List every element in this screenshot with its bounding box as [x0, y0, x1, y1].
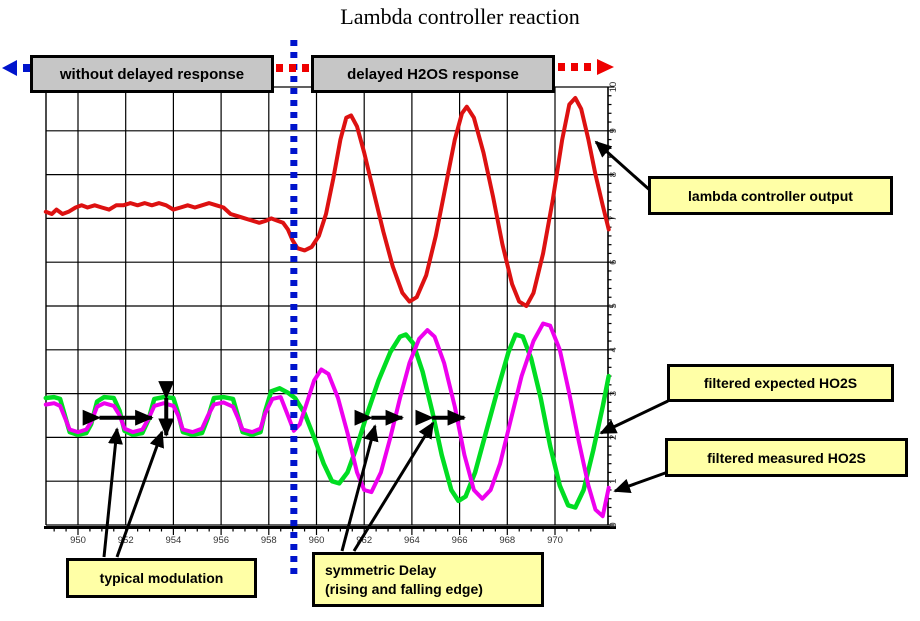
pointer-to-delay-rising — [340, 424, 379, 552]
pointer-to-modulation-1 — [102, 427, 123, 558]
x-tick-label-970: 970 — [547, 535, 563, 546]
y-tick-label-10: 10 — [608, 82, 619, 93]
left-arrow-head-icon — [2, 60, 17, 76]
x-tick-label-960: 960 — [309, 535, 325, 546]
callout-lambda-controller-output: lambda controller output — [648, 176, 893, 215]
banner-delayed-h2os-response-label: delayed H2OS response — [347, 65, 519, 83]
pointer-to-delay-falling — [352, 421, 435, 552]
y-tick-label-4: 4 — [608, 347, 619, 352]
callout-filtered-measured-ho2s: filtered measured HO2S — [665, 438, 908, 477]
phase-divider-line — [2, 40, 614, 574]
x-tick-label-962: 962 — [356, 535, 372, 546]
chart-title: Lambda controller reaction — [340, 4, 580, 29]
annotation-arrows — [82, 140, 669, 558]
callout-lambda-controller-output-label: lambda controller output — [688, 187, 853, 204]
callout-filtered-expected-ho2s-label: filtered expected HO2S — [703, 375, 858, 391]
banner-without-delayed-response-label: without delayed response — [59, 65, 245, 83]
y-tick-label-2: 2 — [608, 435, 619, 440]
right-arrow-head-icon — [597, 59, 614, 75]
callout-filtered-measured-ho2s-label: filtered measured HO2S — [707, 449, 866, 466]
x-tick-label-954: 954 — [165, 535, 181, 546]
callout-symmetric-delay-line2: (rising and falling edge) — [325, 580, 483, 597]
y-tick-label-5: 5 — [608, 303, 619, 308]
banner-without-delayed-response: without delayed response — [30, 55, 274, 93]
series-line-filtered-measured-HO2S — [43, 321, 611, 519]
callout-typical-modulation-label: typical modulation — [99, 570, 224, 586]
pointer-to-measured-curve — [613, 470, 669, 493]
data-series — [43, 96, 611, 519]
x-tick-label-956: 956 — [213, 535, 229, 546]
axes-and-ticks: 950 952 954 956 958 960 962 964 966 968 970 0 1 2 3 4 5 6… — [44, 82, 619, 546]
x-tick-label-950: 950 — [70, 535, 86, 546]
x-tick-label-952: 952 — [118, 535, 134, 546]
y-tick-label-1: 1 — [608, 479, 619, 484]
callout-symmetric-delay: symmetric Delay (rising and falling edge… — [312, 552, 544, 607]
pointer-to-lambda-output — [594, 140, 653, 194]
x-tick-label-958: 958 — [261, 535, 277, 546]
callout-typical-modulation: typical modulation — [66, 558, 257, 598]
y-tick-label-8: 8 — [608, 172, 619, 177]
pointer-to-expected-curve — [599, 399, 669, 435]
callout-symmetric-delay-line1: symmetric Delay — [325, 562, 437, 579]
x-tick-label-968: 968 — [499, 535, 515, 546]
x-tick-label-964: 964 — [404, 535, 420, 546]
callout-filtered-expected-ho2s: filtered expected HO2S — [667, 364, 894, 402]
pointer-to-modulation-2 — [115, 430, 164, 558]
series-line-lambda-controller-output — [43, 96, 611, 308]
y-tick-label-7: 7 — [608, 216, 619, 221]
y-tick-label-3: 3 — [608, 391, 619, 396]
y-tick-label-9: 9 — [608, 128, 619, 133]
y-tick-label-0: 0 — [608, 522, 619, 527]
y-tick-label-6: 6 — [608, 260, 619, 265]
banner-delayed-h2os-response: delayed H2OS response — [311, 55, 555, 93]
x-tick-label-966: 966 — [452, 535, 468, 546]
